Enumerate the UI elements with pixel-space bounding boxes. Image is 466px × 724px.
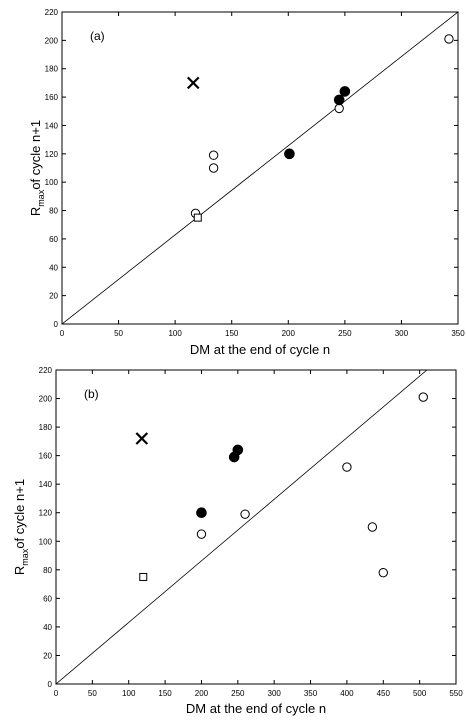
- chart-0-point-cross: [188, 77, 199, 88]
- chart-0-y-tick-label: 100: [45, 178, 59, 187]
- chart-1-point-filled-circle: [233, 445, 243, 455]
- chart-1-y-tick-label: 80: [43, 566, 52, 575]
- chart-0-y-tick-label: 140: [45, 121, 59, 130]
- chart-0-reference-line: [62, 12, 458, 324]
- chart-1-plot-frame: [56, 370, 456, 684]
- chart-1-y-tick-label: 200: [39, 395, 53, 404]
- chart-1-y-tick-label: 100: [39, 537, 53, 546]
- chart-0-x-tick-label: 100: [168, 329, 182, 338]
- chart-0-point-open-circle: [209, 151, 217, 159]
- chart-1-y-tick-label: 180: [39, 423, 53, 432]
- chart-1-point-open-circle: [368, 523, 376, 531]
- chart-1-y-tick-label: 220: [39, 366, 53, 375]
- chart-1-x-tick-label: 250: [231, 689, 245, 698]
- chart-0-point-open-circle: [209, 164, 217, 172]
- chart-1-x-tick-label: 400: [340, 689, 354, 698]
- chart-1-x-tick-label: 550: [449, 689, 463, 698]
- chart-panel-a: 0 50 100 150 200 250 300 350 0 20 40 60 80 100 120 140 1…: [28, 8, 465, 357]
- chart-0-x-tick-label: 350: [451, 329, 465, 338]
- chart-1-x-tick-label: 500: [413, 689, 427, 698]
- chart-1-point-open-square: [140, 573, 147, 580]
- chart-0-x-axis-label: DM at the end of cycle n: [190, 342, 330, 357]
- chart-1-point-filled-circle: [197, 508, 207, 518]
- chart-panel-b: 0 50 100 150 200 250 300 350 400 450 500 550 0 20 40 60…: [12, 366, 463, 716]
- chart-1-y-tick-label: 0: [48, 680, 53, 689]
- chart-1-y-tick-label: 40: [43, 623, 52, 632]
- chart-0-point-open-square: [194, 214, 201, 221]
- chart-1-x-tick-label: 350: [304, 689, 318, 698]
- chart-0-y-tick-label: 60: [49, 235, 58, 244]
- chart-0-y-tick-label: 0: [54, 320, 59, 329]
- chart-0-point-open-circle: [445, 35, 453, 43]
- chart-0-y-tick-label: 180: [45, 65, 59, 74]
- chart-1-x-axis-label: DM at the end of cycle n: [186, 701, 326, 716]
- chart-1-panel-label: (b): [84, 387, 99, 401]
- chart-0-y-tick-label: 80: [49, 207, 58, 216]
- chart-0-x-tick-label: 50: [114, 329, 123, 338]
- chart-0-x-tick-label: 150: [225, 329, 239, 338]
- chart-1-point-open-circle: [379, 568, 387, 576]
- chart-0-x-tick-label: 0: [60, 329, 65, 338]
- chart-1-y-tick-label: 160: [39, 452, 53, 461]
- chart-1-y-tick-label: 60: [43, 594, 52, 603]
- chart-0-x-tick-label: 200: [282, 329, 296, 338]
- chart-1-point-open-circle: [197, 530, 205, 538]
- chart-0-y-tick-label: 160: [45, 93, 59, 102]
- chart-0-x-tick-label: 300: [395, 329, 409, 338]
- chart-0-point-filled-circle: [285, 149, 295, 159]
- chart-1-y-tick-label: 20: [43, 651, 52, 660]
- chart-1-x-tick-label: 0: [54, 689, 59, 698]
- chart-1-x-tick-label: 200: [195, 689, 209, 698]
- chart-0-x-tick-label: 250: [338, 329, 352, 338]
- chart-0-point-filled-circle: [334, 95, 344, 105]
- chart-0-y-tick-label: 20: [49, 292, 58, 301]
- chart-1-y-tick-label: 140: [39, 480, 53, 489]
- chart-1-x-tick-label: 100: [122, 689, 136, 698]
- chart-0-y-tick-label: 200: [45, 36, 59, 45]
- chart-0-y-tick-label: 120: [45, 150, 59, 159]
- chart-1-point-open-circle: [241, 510, 249, 518]
- chart-1-x-tick-label: 300: [268, 689, 282, 698]
- chart-0-point-open-circle: [335, 104, 343, 112]
- chart-1-x-tick-label: 50: [88, 689, 97, 698]
- chart-0-y-tick-label: 220: [45, 8, 59, 17]
- chart-1-point-open-circle: [343, 463, 351, 471]
- chart-1-x-tick-label: 450: [377, 689, 391, 698]
- chart-0-y-axis-label: Rmaxof cycle n+1: [28, 120, 46, 216]
- chart-1-x-tick-label: 150: [158, 689, 172, 698]
- chart-1-y-axis-label: Rmaxof cycle n+1: [12, 479, 30, 575]
- chart-0-point-filled-circle: [340, 87, 350, 97]
- chart-1-point-open-circle: [419, 393, 427, 401]
- chart-1-y-tick-label: 120: [39, 509, 53, 518]
- chart-1-point-cross: [136, 433, 147, 444]
- chart-0-panel-label: (a): [90, 29, 105, 43]
- chart-0-y-tick-label: 40: [49, 263, 58, 272]
